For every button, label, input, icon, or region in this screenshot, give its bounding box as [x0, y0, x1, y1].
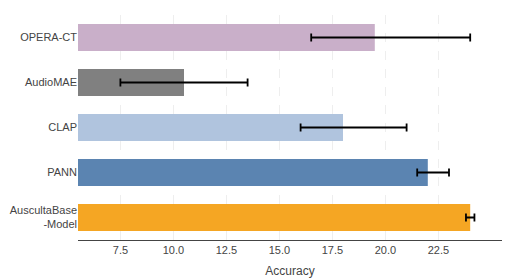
svg-text:20.0: 20.0 [375, 244, 396, 256]
svg-text:AuscultaBase-Model: AuscultaBase-Model [10, 204, 77, 230]
svg-text:17.5: 17.5 [322, 244, 343, 256]
svg-text:10.0: 10.0 [163, 244, 184, 256]
svg-text:CLAP: CLAP [48, 121, 77, 133]
svg-text:AudioMAE: AudioMAE [25, 76, 77, 88]
svg-text:22.5: 22.5 [428, 244, 449, 256]
svg-text:PANN: PANN [47, 166, 77, 178]
svg-text:12.5: 12.5 [216, 244, 237, 256]
svg-text:15.0: 15.0 [269, 244, 290, 256]
svg-text:Accuracy: Accuracy [265, 264, 314, 278]
svg-text:OPERA-CT: OPERA-CT [20, 31, 77, 43]
svg-text:7.5: 7.5 [113, 244, 128, 256]
